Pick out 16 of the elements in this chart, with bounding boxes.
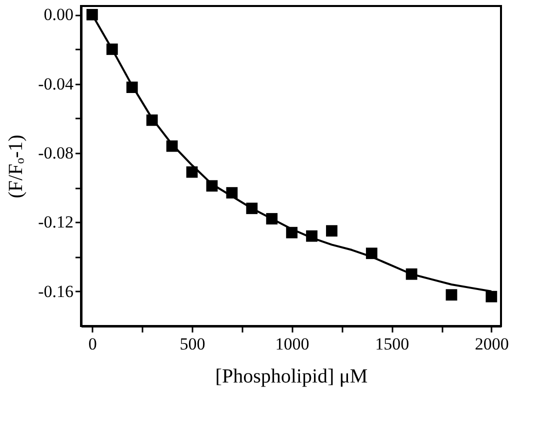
y-axis-title: (F/Fₒ-1): [5, 134, 28, 198]
point: [86, 8, 98, 20]
x-tick-label: 0: [88, 334, 97, 354]
x-tick-label: 2000: [474, 334, 509, 354]
y-tick-label: -0.04: [38, 74, 74, 94]
point: [446, 289, 458, 301]
x-tick-label: 1000: [275, 334, 310, 354]
y-tick-label: -0.12: [38, 212, 74, 232]
x-tick-label: 1500: [375, 334, 410, 354]
y-tick-label: -0.16: [38, 282, 74, 301]
x-tick-label: 500: [180, 334, 206, 354]
y-tick-label: 0.00: [44, 5, 74, 24]
point: [486, 290, 498, 302]
point: [326, 225, 338, 237]
y-tick-label: -0.08: [38, 144, 74, 163]
x-axis-title: [Phospholipid] μM: [215, 366, 368, 388]
